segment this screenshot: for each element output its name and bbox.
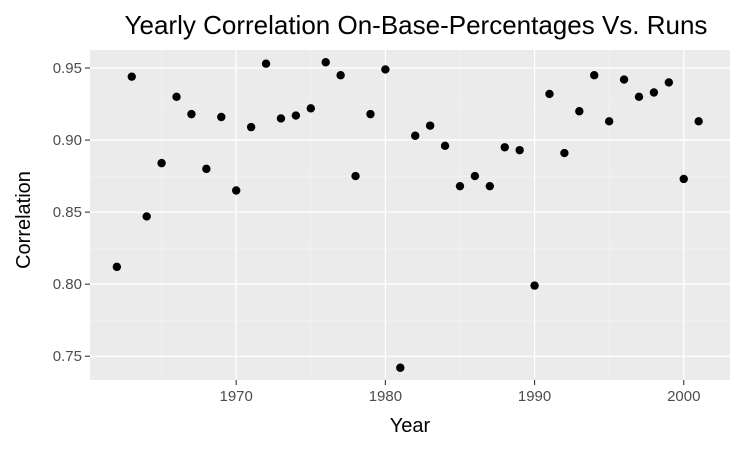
data-point <box>694 117 703 126</box>
data-point <box>127 72 136 81</box>
chart-title: Yearly Correlation On-Base-Percentages V… <box>125 10 708 40</box>
data-point <box>336 71 345 80</box>
data-point <box>425 121 435 130</box>
data-point <box>634 92 644 102</box>
y-tick-label: 0.95 <box>53 60 82 77</box>
y-tick-label: 0.85 <box>53 204 82 221</box>
data-point <box>276 114 286 123</box>
data-point <box>232 186 241 195</box>
data-point <box>411 131 420 140</box>
data-point <box>381 65 390 74</box>
plot-panel <box>90 50 730 380</box>
y-tick-label: 0.80 <box>53 276 82 293</box>
x-tick-label: 2000 <box>667 388 700 405</box>
data-point <box>649 88 659 97</box>
y-axis-title: Correlation <box>13 171 35 269</box>
data-point <box>679 174 688 184</box>
x-axis-title: Year <box>390 415 431 437</box>
x-tick-label: 1990 <box>518 388 551 405</box>
data-point <box>172 92 181 102</box>
data-point <box>530 281 539 290</box>
data-point <box>351 171 360 181</box>
data-point <box>560 148 569 158</box>
data-point <box>619 75 629 84</box>
data-point <box>470 171 480 181</box>
data-point <box>575 107 584 116</box>
data-point <box>202 164 211 174</box>
data-point <box>246 122 256 132</box>
data-point <box>455 181 465 191</box>
data-point <box>291 111 301 120</box>
data-point <box>440 141 450 151</box>
data-point <box>500 143 509 152</box>
data-point <box>485 181 495 191</box>
data-point <box>515 145 524 155</box>
data-point <box>321 58 330 67</box>
data-point <box>261 59 271 68</box>
data-point <box>396 363 405 372</box>
data-point <box>157 158 166 168</box>
data-point <box>590 71 599 80</box>
x-tick-label: 1970 <box>220 388 253 405</box>
x-tick-label: 1980 <box>369 388 402 405</box>
y-tick-label: 0.90 <box>53 132 82 149</box>
data-point <box>604 117 614 126</box>
data-point <box>217 112 226 122</box>
data-point <box>142 212 151 221</box>
data-point <box>112 262 122 272</box>
data-point <box>664 78 674 87</box>
y-tick-label: 0.75 <box>53 348 82 365</box>
data-point <box>187 109 196 119</box>
data-point <box>545 89 554 99</box>
data-point <box>306 104 315 113</box>
data-point <box>366 109 375 119</box>
